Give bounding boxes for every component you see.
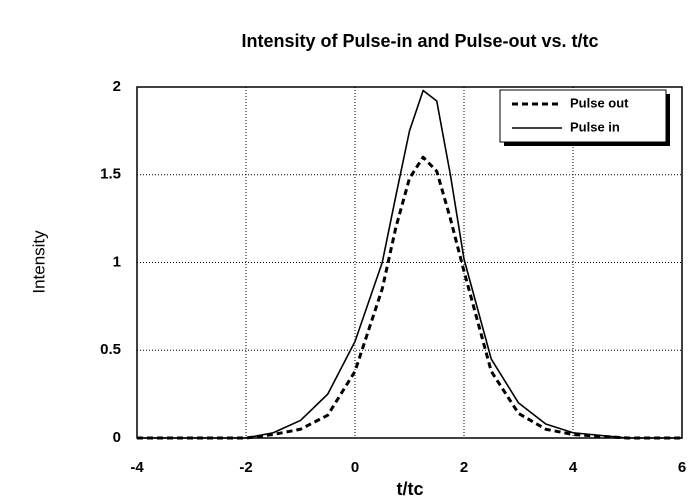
plot-frame xyxy=(136,86,683,439)
legend-label: Pulse in xyxy=(570,119,620,134)
x-tick-label: 0 xyxy=(351,459,359,476)
series-line xyxy=(137,89,682,439)
series-line xyxy=(137,155,682,440)
y-tick-label: 1.5 xyxy=(100,166,121,183)
y-axis-label: Intensity xyxy=(29,230,48,294)
x-tick-label: -4 xyxy=(130,459,144,476)
x-tick-label: -2 xyxy=(239,459,252,476)
x-tick-label: 6 xyxy=(678,459,686,476)
legend-box xyxy=(499,89,667,143)
y-tick-label: 0.5 xyxy=(100,341,121,358)
legend-label: Pulse out xyxy=(570,95,629,110)
y-tick-label: 1 xyxy=(113,253,121,270)
y-tick-label: 2 xyxy=(113,78,121,95)
chart-title: Intensity of Pulse-in and Pulse-out vs. … xyxy=(241,31,598,51)
x-tick-label: 4 xyxy=(569,459,578,476)
x-axis-label: t/tc xyxy=(397,479,424,499)
y-tick-label: 0 xyxy=(113,429,121,446)
x-tick-label: 2 xyxy=(460,459,468,476)
